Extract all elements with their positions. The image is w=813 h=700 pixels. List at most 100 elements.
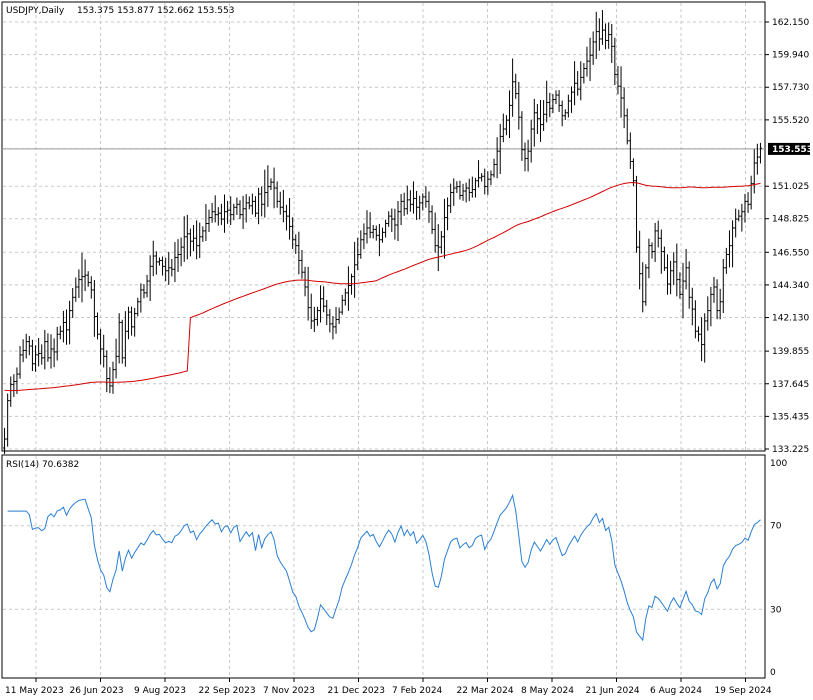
ohlc-bar <box>644 264 648 306</box>
price-tick-label: 151.025 <box>772 182 809 192</box>
ohlc-bar <box>331 316 335 340</box>
ohlc-bar <box>467 178 471 202</box>
ohlc-bar <box>408 190 412 212</box>
ohlc-bar <box>328 309 332 333</box>
price-tick-label: 142.130 <box>772 314 809 324</box>
ohlc-bar <box>43 330 47 370</box>
ohlc-bar <box>374 225 378 241</box>
ohlc-bar <box>523 142 527 172</box>
ohlc-bar <box>449 183 453 214</box>
ohlc-bar <box>625 108 629 145</box>
grid-lines <box>3 3 764 677</box>
ohlc-bar <box>309 293 313 330</box>
ohlc-bar <box>718 288 722 320</box>
ohlc-bar <box>504 115 508 136</box>
price-tick-label: 157.730 <box>772 83 809 93</box>
price-tick-label: 133.225 <box>772 445 809 455</box>
ohlc-bar <box>151 240 155 277</box>
moving-average-line <box>4 181 761 392</box>
ohlc-bar <box>30 339 34 372</box>
ohlc-bar <box>619 66 623 118</box>
ohlc-bar <box>105 350 109 393</box>
ohlc-bar <box>27 335 31 356</box>
ohlc-bar <box>703 313 707 363</box>
ohlc-bar <box>371 225 375 239</box>
ohlc-bar <box>257 187 261 225</box>
ohlc-bar <box>464 182 468 203</box>
ohlc-bar <box>650 242 654 259</box>
ohlc-bar <box>337 307 341 324</box>
ohlc-bar <box>653 222 657 263</box>
ohlc-bar <box>433 212 437 253</box>
ohlc-bar <box>92 279 96 337</box>
ohlc-bar <box>303 266 307 297</box>
time-tick-label: 22 Sep 2023 <box>199 686 256 696</box>
ohlc-bar <box>74 277 78 302</box>
ohlc-bar <box>529 119 533 163</box>
ohlc-bar <box>495 137 499 179</box>
rsi-axis: 100 70 30 0 <box>770 459 787 678</box>
ohlc-bar <box>706 296 710 331</box>
ohlc-bar <box>566 94 570 118</box>
ohlc-bar <box>232 203 236 221</box>
ohlc-bar <box>542 100 546 131</box>
rsi-tick-label: 70 <box>770 522 782 532</box>
ohlc-bar <box>294 234 298 255</box>
time-tick-label: 19 Sep 2024 <box>715 686 772 696</box>
ohlc-bar <box>204 204 208 242</box>
ohlc-bar <box>582 63 586 84</box>
ohlc-bar <box>402 192 406 216</box>
price-tick-label: 139.855 <box>772 347 809 357</box>
ohlc-bar <box>229 196 233 226</box>
ohlc-bar <box>480 173 484 182</box>
time-tick-label: 26 Jun 2023 <box>70 686 124 696</box>
price-tick-label: 137.645 <box>772 380 809 390</box>
rsi-tick-label: 0 <box>770 668 776 678</box>
ohlc-bar <box>396 201 400 242</box>
ohlc-bar <box>421 193 425 211</box>
ohlc-bar <box>486 171 490 195</box>
ohlc-bars <box>3 10 762 454</box>
ohlc-bar <box>126 306 130 340</box>
ohlc-bar <box>585 46 589 77</box>
ohlc-bar <box>167 251 171 285</box>
ohlc-bar <box>724 247 728 274</box>
ohlc-bar <box>569 86 573 113</box>
ohlc-bar <box>638 230 642 290</box>
ohlc-bar <box>573 61 577 106</box>
ohlc-bar <box>40 344 44 365</box>
ohlc-bar <box>238 200 242 220</box>
ohlc-bar <box>46 333 50 362</box>
ohlc-bar <box>278 191 282 215</box>
ohlc-bar <box>551 94 555 114</box>
ohlc-bar <box>675 243 679 297</box>
ohlc-bar <box>526 139 530 172</box>
ohlc-bar <box>399 193 403 226</box>
time-tick-label: 9 Aug 2023 <box>134 686 186 696</box>
ohlc-bar <box>61 310 65 343</box>
ohlc-bar <box>281 189 285 223</box>
price-tick-label: 148.825 <box>772 215 809 225</box>
ohlc-bar <box>300 250 304 279</box>
ohlc-bar <box>678 272 682 299</box>
ohlc-bar <box>154 251 158 275</box>
ohlc-bar <box>356 237 360 271</box>
time-tick-label: 7 Nov 2023 <box>263 686 315 696</box>
ohlc-bar <box>538 99 542 142</box>
ohlc-bar <box>164 257 168 282</box>
ohlc-bar <box>616 65 620 95</box>
time-tick-label: 7 Feb 2024 <box>392 686 443 696</box>
ohlc-bar <box>610 23 614 63</box>
ohlc-bar <box>148 255 152 302</box>
ohlc-bar <box>672 252 676 286</box>
ohlc-bar <box>483 168 487 195</box>
ohlc-bar <box>284 204 288 231</box>
ohlc-bar <box>86 271 90 287</box>
price-tick-label: 159.940 <box>772 51 809 61</box>
ohlc-bar <box>700 317 704 362</box>
ohlc-bar <box>288 198 292 240</box>
ohlc-bar <box>55 326 59 361</box>
ohlc-bar <box>250 193 254 215</box>
ohlc-bar <box>219 203 223 225</box>
ohlc-bar <box>452 178 456 206</box>
